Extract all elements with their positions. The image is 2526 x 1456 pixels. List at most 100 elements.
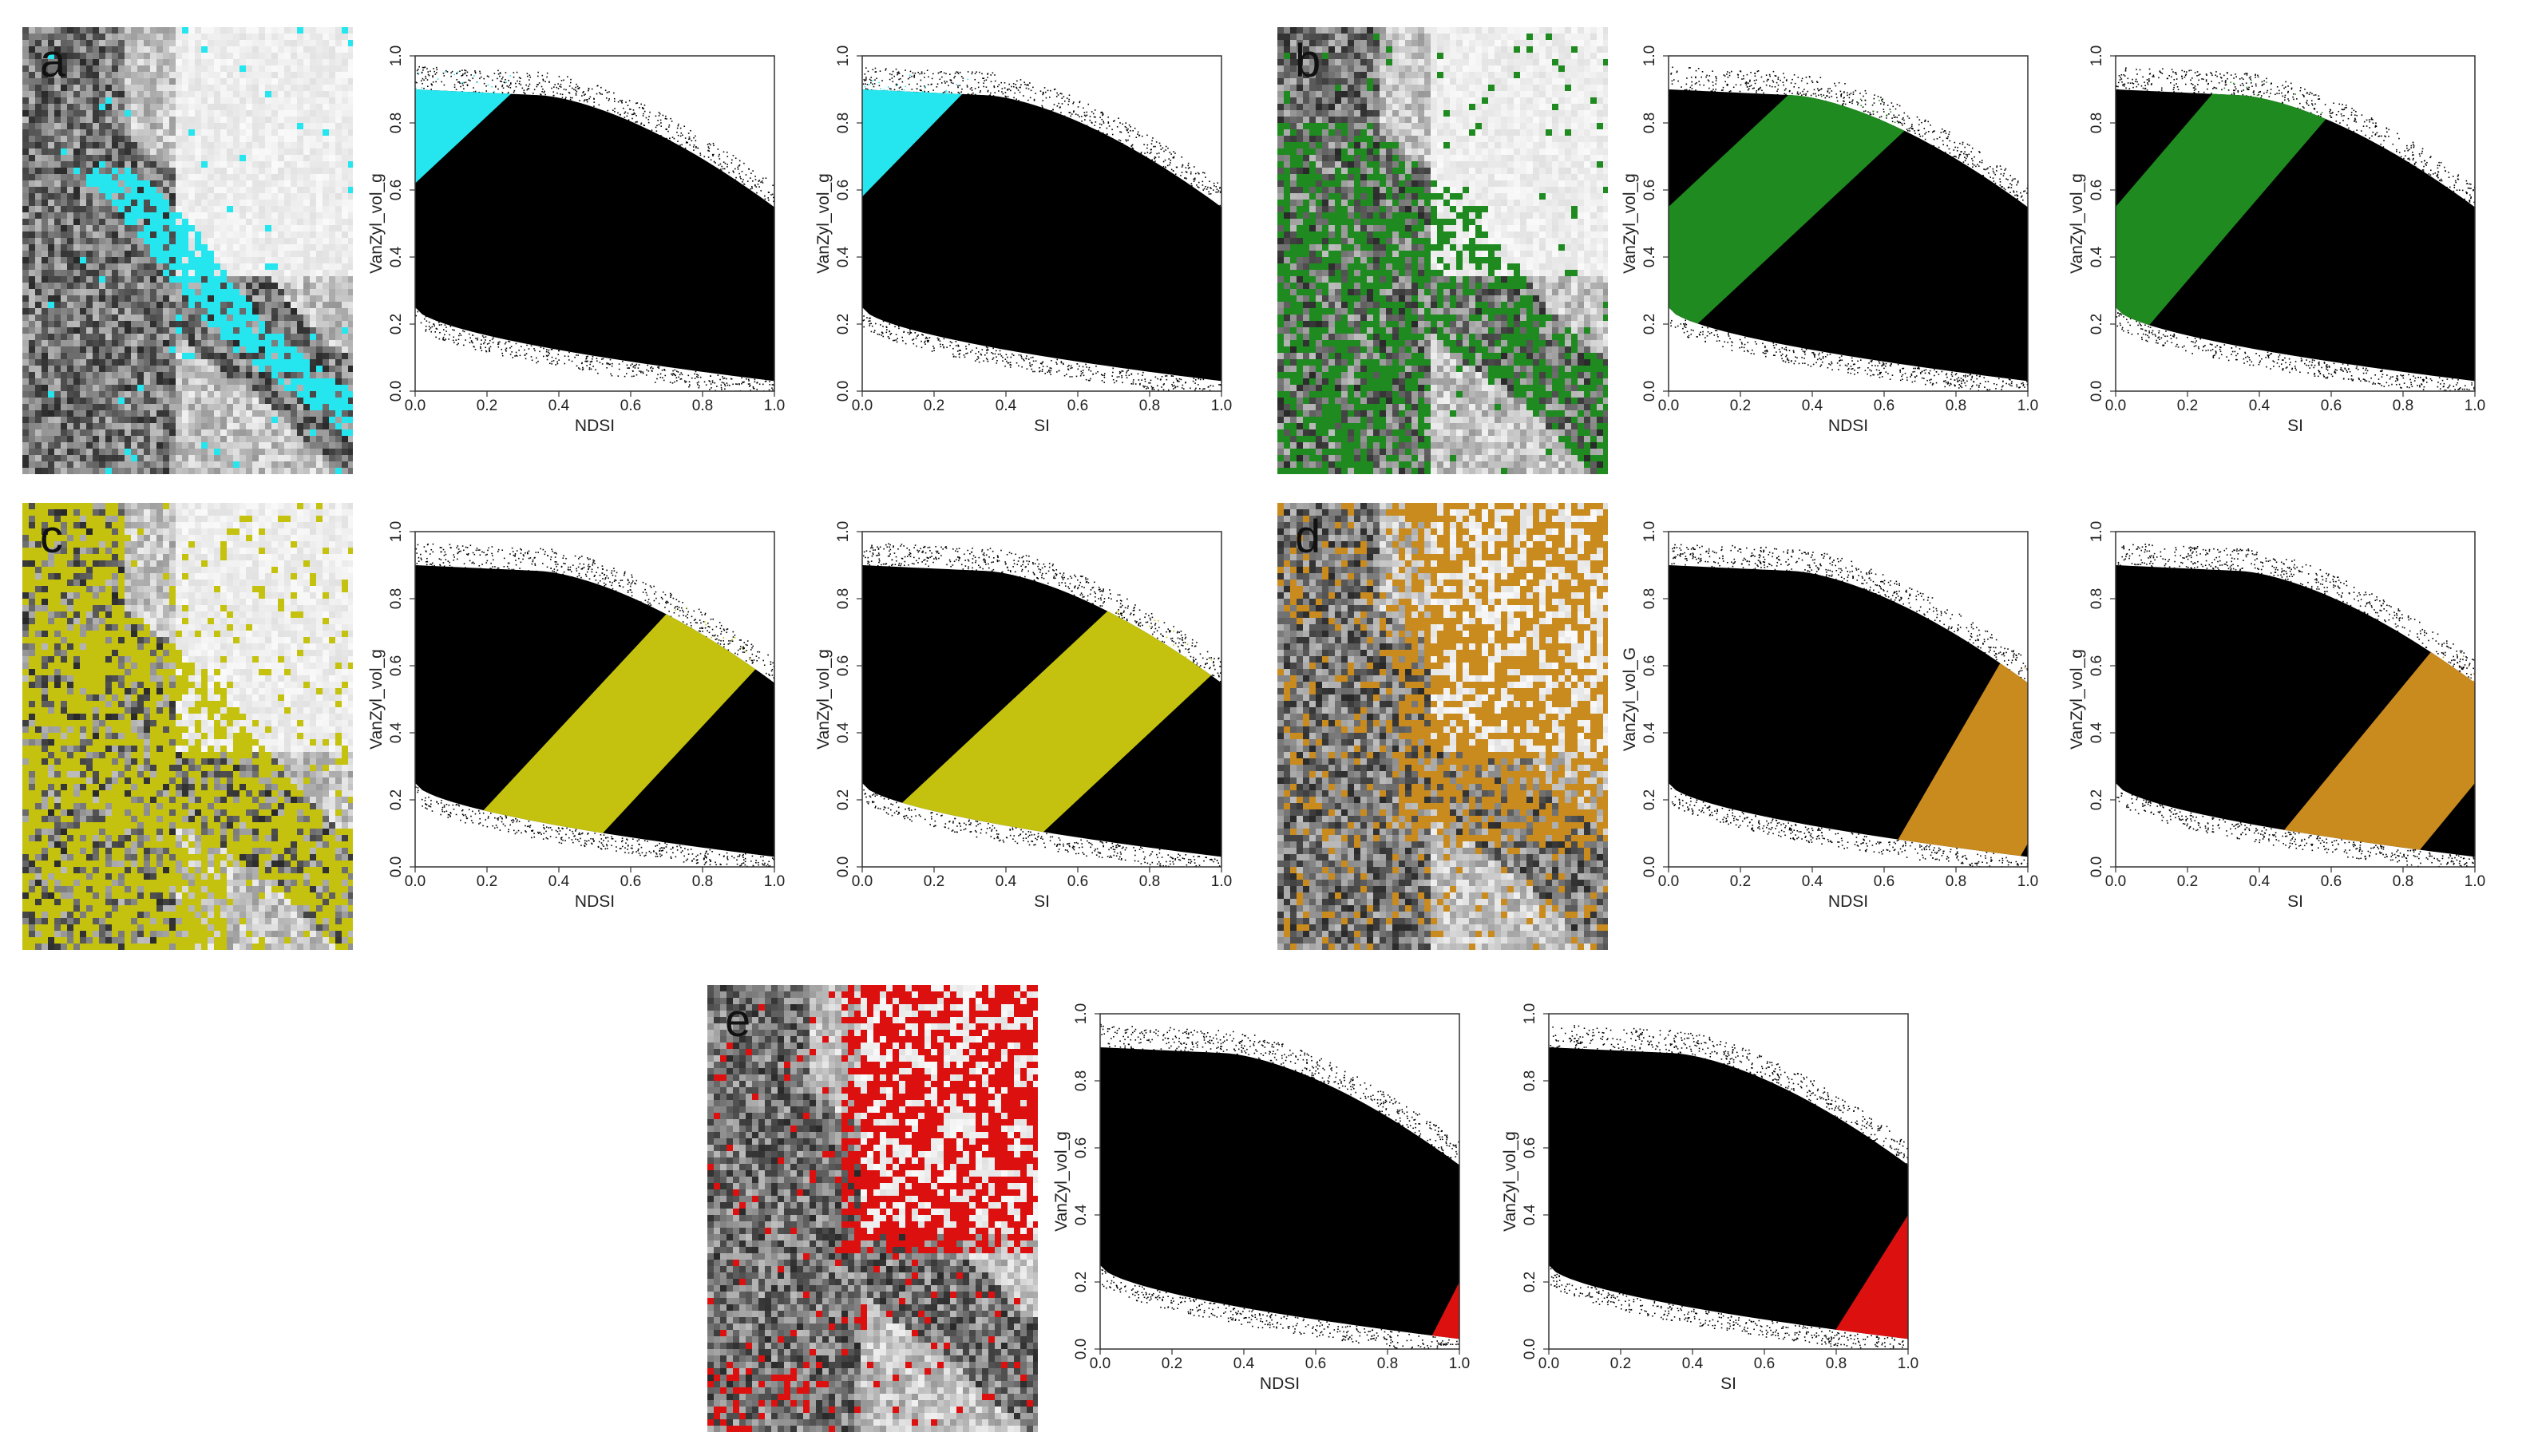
x-tick-label: 0.6 [1874,398,1894,414]
point-cloud [2116,544,2475,867]
x-tick-label: 0.0 [1658,398,1679,414]
y-tick-label: 0.8 [835,113,852,133]
x-tick-label: 1.0 [1449,1355,1470,1372]
point-cloud [862,543,1221,867]
x-axis-label: SI [2287,417,2303,435]
y-tick-label: 0.8 [1522,1070,1538,1091]
point-cloud [2116,67,2475,391]
y-axis-label: VanZyl_vol_g [814,649,833,750]
x-tick-label: 0.2 [924,873,944,890]
y-tick-label: 1.0 [835,46,852,66]
y-tick-label: 0.6 [1522,1138,1538,1158]
x-tick-label: 0.2 [477,398,497,414]
x-axis-label: SI [2287,892,2303,911]
x-tick-label: 1.0 [764,873,785,890]
y-tick-label: 0.6 [2089,655,2105,676]
y-tick-label: 0.2 [835,789,852,810]
y-tick-label: 0.8 [388,113,405,133]
cloud-core [1100,1047,1459,1339]
plot-frame [2115,55,2476,392]
x-tick-label: 0.8 [1946,398,1966,414]
x-tick-label: 0.4 [1233,1355,1255,1372]
x-tick-label: 0.4 [1802,398,1823,414]
y-tick-label: 0.2 [1073,1272,1090,1292]
x-tick-label: 0.2 [1730,398,1751,414]
scatter-c-si: 0.0 0.2 0.4 0.6 0.8 1.0 0.0 0.2 0.4 0.6 0.8 1.0 SI Va… [814,516,1261,931]
y-tick-label: 0.8 [1641,588,1658,609]
point-cloud [1669,544,2028,867]
x-tick-label: 0.4 [548,873,570,890]
x-tick-label: 0.2 [1730,873,1751,890]
plot-frame [414,55,775,392]
y-tick-label: 0.6 [1073,1138,1090,1158]
highlight-band [1669,89,2028,351]
y-tick-label: 1.0 [388,46,405,66]
y-tick-label: 0.6 [388,655,405,676]
y-tick-label: 0.0 [2089,381,2105,402]
y-tick-label: 0.8 [388,588,405,609]
y-tick-label: 0.2 [2089,789,2105,810]
y-axis-label: VanZyl_vol_G [1621,647,1639,751]
y-axis-label: VanZyl_vol_g [2068,173,2086,274]
y-tick-label: 0.2 [835,314,852,334]
y-tick-label: 0.6 [1641,180,1658,200]
plot-frame [2115,531,2476,868]
x-tick-label: 0.4 [996,398,1017,414]
x-tick-label: 0.6 [2321,398,2342,414]
x-axis-label: SI [1034,892,1050,911]
y-tick-label: 1.0 [835,521,852,542]
x-tick-label: 1.0 [1211,873,1232,890]
y-tick-label: 0.4 [1073,1204,1090,1225]
highlight-band [2116,599,2475,857]
y-tick-label: 0.4 [835,246,852,267]
y-tick-label: 0.0 [835,857,852,877]
scatter-d-ndsi: 0.0 0.2 0.4 0.6 0.8 1.0 0.0 0.2 0.4 0.6 0.8 1.0 NDSI… [1621,516,2068,931]
y-tick-label: 0.0 [388,381,405,402]
x-tick-label: 0.4 [1682,1355,1704,1372]
y-tick-label: 1.0 [1073,1003,1090,1024]
x-tick-label: 0.6 [620,398,641,414]
y-axis-label: VanZyl_vol_g [1052,1131,1071,1232]
x-tick-label: 0.0 [2105,873,2126,890]
scatter-a-ndsi: 0.0 0.2 0.4 0.6 0.8 1.0 0.0 0.2 0.4 0.6 0.8 1.0 NDSI… [367,40,814,455]
y-tick-label: 0.4 [388,722,405,743]
scatter-e-si: 0.0 0.2 0.4 0.6 0.8 1.0 0.0 0.2 0.4 0.6 0.8 1.0 SI Va… [1501,998,1948,1413]
x-tick-label: 1.0 [2465,873,2485,890]
x-tick-label: 0.6 [2321,873,2342,890]
cloud-core [1549,1047,1908,1339]
point-cloud [415,543,774,867]
scatter-e-ndsi: 0.0 0.2 0.4 0.6 0.8 1.0 0.0 0.2 0.4 0.6 0.8 1.0 NDSI… [1052,998,1499,1413]
y-tick-label: 0.0 [1073,1339,1090,1359]
y-tick-label: 0.0 [2089,857,2105,877]
highlight-band [2116,89,2475,365]
y-tick-label: 0.0 [1641,381,1658,402]
x-tick-label: 0.6 [1067,873,1088,890]
plot-frame [861,55,1222,392]
x-tick-label: 0.0 [2105,398,2126,414]
x-tick-label: 0.6 [1067,398,1088,414]
x-axis-label: SI [1034,417,1050,435]
sat-image-c [22,503,353,950]
x-tick-label: 0.0 [405,873,426,890]
x-tick-label: 0.8 [692,873,713,890]
x-tick-label: 0.2 [924,398,944,414]
cloud-core [862,89,1221,382]
x-tick-label: 0.2 [1610,1355,1631,1372]
x-tick-label: 0.8 [2393,398,2413,414]
sat-image-e [707,985,1038,1432]
scatter-b-si: 0.0 0.2 0.4 0.6 0.8 1.0 0.0 0.2 0.4 0.6 0.8 1.0 SI Va… [2068,40,2515,455]
y-tick-label: 0.0 [835,381,852,402]
x-tick-label: 0.4 [548,398,570,414]
y-tick-label: 1.0 [2089,521,2105,542]
y-tick-label: 0.6 [835,655,852,676]
highlight-band [862,565,1221,857]
y-tick-label: 0.6 [2089,180,2105,200]
x-tick-label: 1.0 [2017,873,2038,890]
y-axis-label: VanZyl_vol_g [367,649,386,750]
x-tick-label: 0.0 [1538,1355,1559,1372]
scatter-a-si: 0.0 0.2 0.4 0.6 0.8 1.0 0.0 0.2 0.4 0.6 0.8 1.0 SI Va… [814,40,1261,455]
x-tick-label: 0.6 [1754,1355,1775,1372]
x-axis-label: NDSI [575,417,615,435]
x-tick-label: 0.8 [2393,873,2413,890]
x-tick-label: 0.0 [852,398,873,414]
